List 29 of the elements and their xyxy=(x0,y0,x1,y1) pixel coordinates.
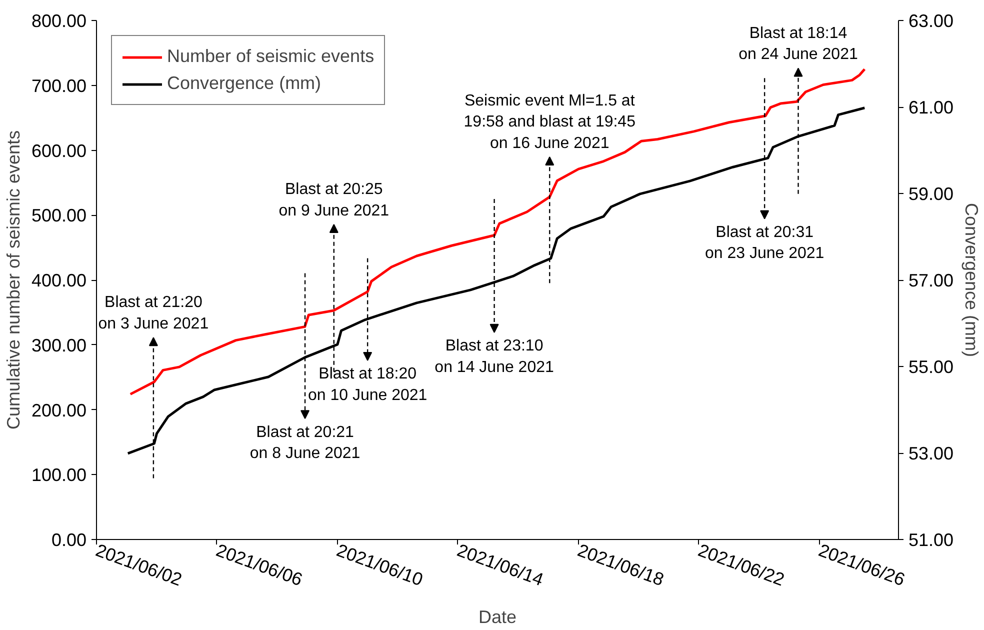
y2-axis-title: Convergence (mm) xyxy=(962,202,982,358)
y-tick-label: 300.00 xyxy=(31,335,87,356)
y2-tick-label: 57.00 xyxy=(908,270,954,290)
y2-tick-label: 63.00 xyxy=(908,11,954,31)
y-tick-label: 100.00 xyxy=(31,465,87,486)
annotation: Blast at 23:10 on 14 June 2021 xyxy=(434,338,554,376)
annotation: Blast at 20:31 on 23 June 2021 xyxy=(704,224,824,262)
annotation: Blast at 20:25 on 9 June 2021 xyxy=(278,181,390,220)
y-tick-label: 800.00 xyxy=(31,11,87,31)
y2-tick-label: 53.00 xyxy=(908,444,954,464)
y-tick-label: 200.00 xyxy=(31,400,87,420)
y2-tick-label: 51.00 xyxy=(908,530,954,550)
y2-tick-label: 59.00 xyxy=(908,184,954,204)
y2-tick-label: 55.00 xyxy=(908,357,954,377)
y-tick-label: 0.00 xyxy=(51,530,87,550)
annotation: Blast at 18:20 on 10 June 2021 xyxy=(308,366,428,404)
y-tick-label: 600.00 xyxy=(31,140,87,161)
annotation: Blast at 20:21 on 8 June 2021 xyxy=(250,424,360,462)
y-axis-title: Cumulative number of seismic events xyxy=(3,130,24,430)
y2-tick-label: 61.00 xyxy=(908,98,954,118)
annotation: Seismic event Ml=1.5 at 19:58 and blast at 19:45 on 16 June 2021 xyxy=(464,92,636,152)
legend-label: Convergence (mm) xyxy=(167,73,322,94)
y-tick-label: 500.00 xyxy=(31,206,87,226)
annotation: Blast at 18:14 on 24 June 2021 xyxy=(738,24,858,64)
annotation: Blast at 21:20 on 3 June 2021 xyxy=(98,294,209,332)
x-axis-title: Date xyxy=(478,607,517,628)
y-tick-label: 400.00 xyxy=(31,270,87,290)
legend-label: Number of seismic events xyxy=(167,46,374,67)
y-tick-label: 700.00 xyxy=(31,76,87,96)
